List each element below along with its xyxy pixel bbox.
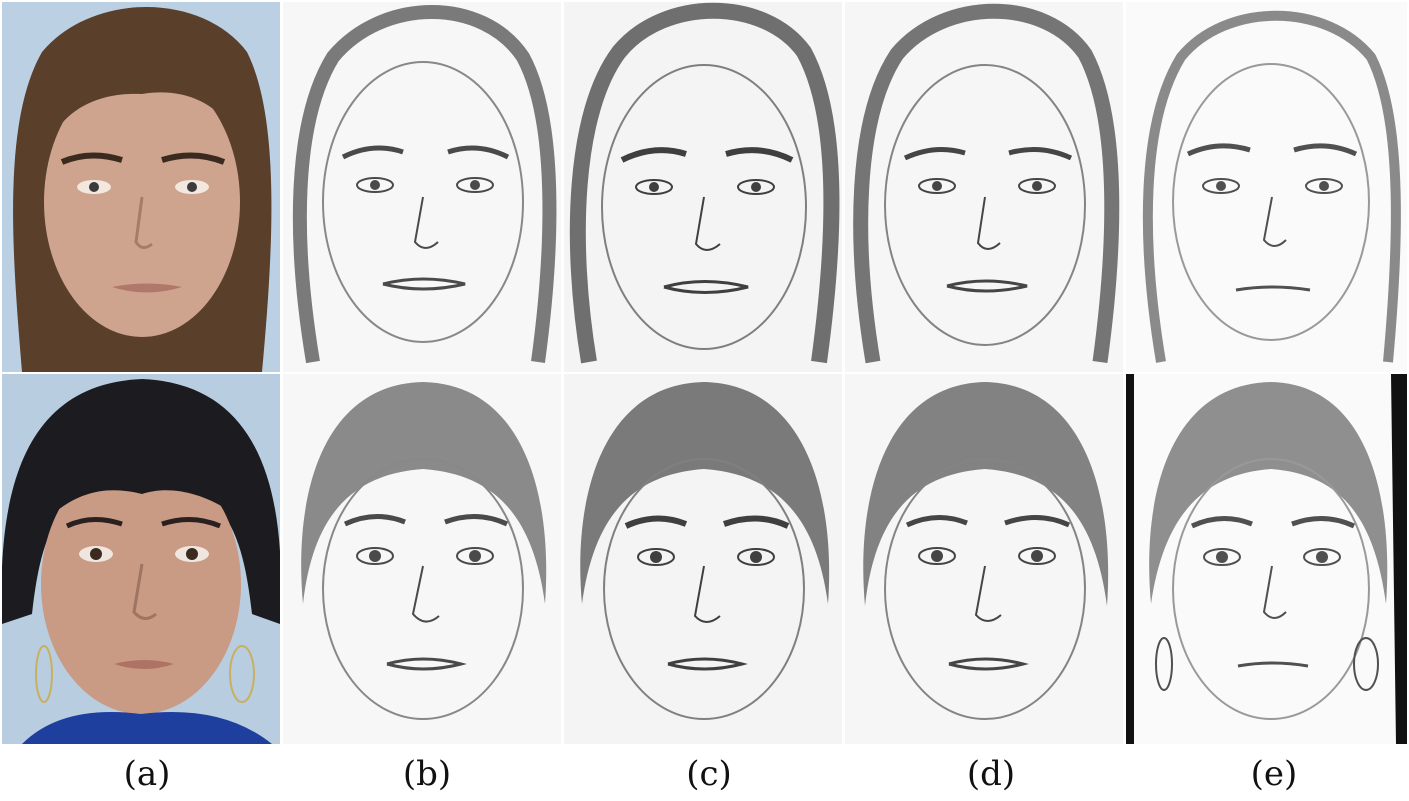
sketch-male-d-panel [845, 2, 1123, 372]
label-a: (a) [123, 754, 171, 794]
photo-female-panel [2, 374, 280, 744]
figure-grid [2, 2, 1407, 744]
sketch-female-e [1126, 374, 1407, 744]
sketch-female-c-panel [564, 374, 842, 744]
sketch-male-e-panel [1126, 2, 1407, 372]
sketch-female-b [283, 374, 561, 744]
label-d: (d) [966, 754, 1016, 794]
label-e: (e) [1250, 754, 1298, 794]
column-labels: (a) (b) (c) (d) (e) [0, 750, 1409, 801]
sketch-female-e-panel [1126, 374, 1407, 744]
photo-female-face [2, 374, 280, 744]
sketch-male-b [283, 2, 561, 372]
label-b: (b) [402, 754, 452, 794]
sketch-female-d-panel [845, 374, 1123, 744]
sketch-female-d [845, 374, 1123, 744]
sketch-female-c [564, 374, 842, 744]
sketch-male-c-panel [564, 2, 842, 372]
photo-male-face [2, 2, 280, 372]
photo-male-panel [2, 2, 280, 372]
label-c: (c) [686, 754, 732, 794]
sketch-male-b-panel [283, 2, 561, 372]
sketch-female-b-panel [283, 374, 561, 744]
sketch-male-c [564, 2, 842, 372]
sketch-male-d [845, 2, 1123, 372]
sketch-male-e [1126, 2, 1407, 372]
